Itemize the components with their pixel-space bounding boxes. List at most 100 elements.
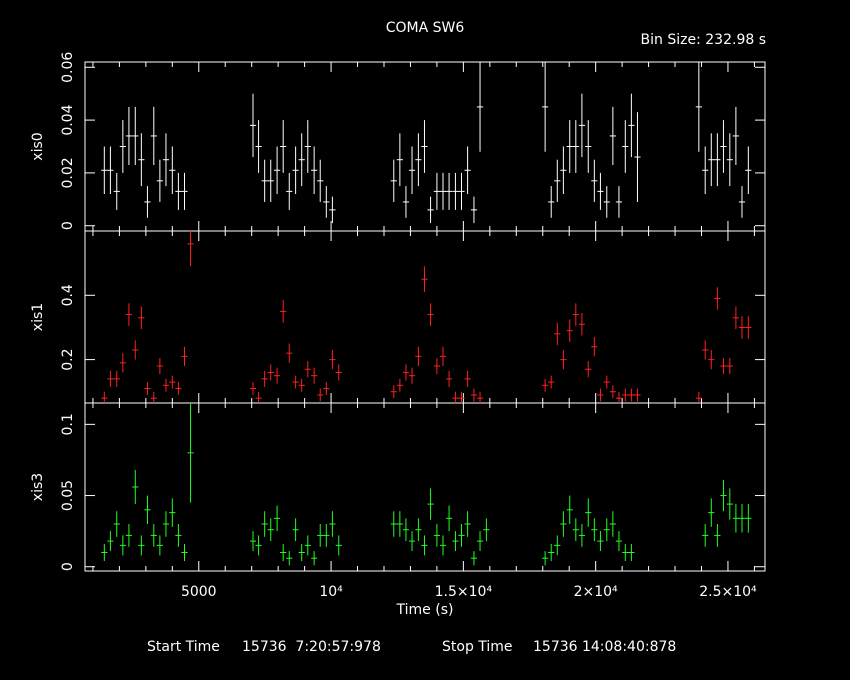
data-point-xis1 [702, 340, 709, 360]
data-point-xis0 [572, 120, 579, 173]
data-point-xis0 [597, 172, 604, 210]
data-point-xis1 [267, 364, 274, 381]
data-point-xis1 [732, 306, 739, 330]
data-point-xis0 [458, 172, 465, 210]
data-point-xis3 [560, 511, 567, 537]
data-point-xis0 [609, 106, 616, 165]
data-point-xis1 [396, 378, 403, 392]
data-point-xis0 [415, 133, 422, 187]
stop-time-label: Stop Time [442, 639, 513, 655]
data-point-xis3 [335, 535, 342, 556]
data-point-xis1 [280, 300, 287, 323]
data-point-xis3 [591, 518, 598, 542]
data-point-xis3 [255, 535, 262, 556]
data-point-xis3 [113, 511, 120, 537]
data-point-xis1 [274, 367, 281, 384]
data-point-xis0 [107, 146, 114, 195]
data-point-xis1 [470, 388, 478, 402]
data-point-xis1 [113, 370, 120, 387]
data-point-xis3 [150, 524, 157, 547]
data-point-xis1 [304, 361, 311, 378]
data-point-xis3 [439, 535, 447, 556]
data-point-xis3 [408, 531, 416, 552]
data-point-xis1 [323, 382, 330, 395]
x-tick-label: 1.5×10⁴ [435, 584, 493, 600]
data-point-xis1 [125, 303, 133, 326]
data-point-xis0 [708, 133, 715, 187]
data-point-xis1 [335, 364, 342, 381]
data-point-xis3 [720, 479, 727, 512]
x-tick-label: 5000 [181, 584, 217, 600]
data-point-xis1 [187, 231, 194, 267]
data-point-xis3 [162, 511, 170, 537]
data-point-xis3 [267, 518, 274, 542]
data-point-xis0 [156, 159, 163, 202]
data-point-xis3 [274, 505, 281, 532]
x-tick-label: 2.5×10⁴ [699, 584, 757, 600]
data-point-xis3 [402, 518, 410, 542]
data-point-xis0 [464, 146, 471, 195]
y-tick-label-xis0: 0.02 [60, 157, 76, 188]
data-point-xis1 [578, 312, 585, 336]
axes-layer: xis0 0 0.02 0.04 0.06 xis1 0.2 0.4 xis3 0 0.05 0.1 5… [30, 52, 766, 600]
data-point-xis1 [597, 388, 604, 402]
data-point-xis3 [292, 518, 299, 542]
data-point-xis0 [249, 93, 257, 158]
y-tick-label-xis0: 0.06 [60, 52, 76, 83]
data-point-xis3 [458, 524, 465, 547]
data-point-xis0 [726, 133, 733, 187]
data-point-xis1 [169, 375, 176, 389]
data-point-xis0 [323, 186, 330, 218]
data-point-xis3 [597, 531, 604, 552]
data-point-xis1 [585, 361, 592, 378]
data-point-xis0 [292, 146, 299, 195]
data-point-xis3 [181, 543, 188, 562]
data-point-xis3 [396, 511, 403, 537]
data-point-xis0 [433, 172, 440, 210]
data-point-xis1 [255, 391, 262, 403]
data-point-xis1 [628, 388, 635, 402]
data-point-xis3 [702, 524, 709, 547]
data-point-xis1 [144, 382, 151, 395]
data-point-xis1 [329, 349, 336, 370]
y-tick-label-xis3: 0.05 [60, 480, 76, 511]
data-point-xis3 [156, 535, 163, 556]
data-point-xis0 [695, 62, 702, 152]
data-point-xis1 [634, 388, 641, 402]
data-point-xis0 [738, 186, 746, 218]
data-point-xis3 [476, 531, 484, 552]
data-point-xis0 [622, 120, 629, 173]
data-point-xis1 [311, 367, 318, 384]
data-point-xis1 [286, 343, 293, 363]
data-point-xis3 [101, 543, 108, 562]
data-point-xis3 [286, 551, 293, 566]
data-point-xis0 [101, 146, 108, 195]
data-point-xis1 [415, 346, 422, 367]
data-point-xis3 [714, 524, 721, 547]
data-point-xis3 [628, 543, 635, 562]
data-point-xis0 [615, 186, 623, 218]
data-point-xis1 [720, 357, 727, 375]
data-point-xis0 [745, 146, 752, 195]
data-point-xis0 [169, 146, 176, 195]
data-point-xis3 [421, 535, 428, 556]
data-point-xis0 [554, 159, 561, 202]
x-axis-label: Time (s) [396, 602, 454, 618]
data-point-xis1 [554, 322, 561, 346]
data-point-xis1 [738, 316, 746, 339]
data-point-xis0 [585, 120, 592, 173]
data-point-xis3 [738, 504, 746, 533]
data-point-xis1 [445, 370, 453, 387]
data-point-xis3 [732, 504, 739, 533]
data-point-xis1 [427, 303, 434, 326]
data-point-xis1 [560, 349, 567, 370]
data-point-xis3 [390, 511, 397, 537]
data-point-xis1 [402, 364, 410, 381]
data-point-xis3 [107, 531, 114, 552]
data-point-xis3 [708, 498, 715, 527]
data-point-xis1 [615, 391, 623, 403]
data-point-xis0 [421, 120, 428, 173]
data-point-xis0 [162, 133, 170, 187]
